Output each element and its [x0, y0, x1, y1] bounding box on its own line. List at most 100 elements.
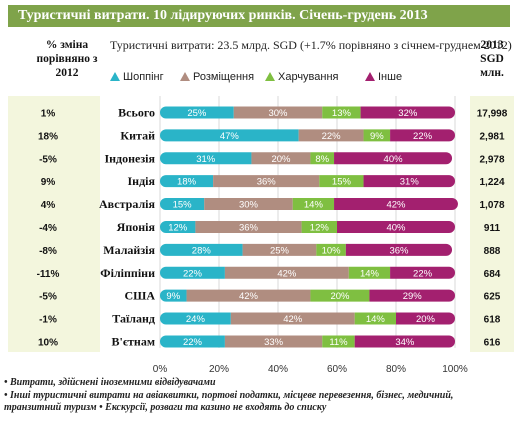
data-label: 31%: [400, 177, 420, 188]
footnote-1-text: Витрати, здійснені іноземними відвідувач…: [10, 377, 216, 388]
category-label: Таїланд: [112, 312, 155, 326]
pct-change-value: 18%: [38, 131, 58, 142]
bar-segment: [363, 175, 455, 188]
category-label: Китай: [120, 128, 155, 142]
bar-segment: [224, 335, 323, 348]
pct-change-value: 10%: [38, 337, 58, 348]
bar-segment: [345, 243, 453, 256]
pct-change-value: 4%: [41, 200, 56, 211]
data-label: 12%: [310, 222, 330, 233]
legend-label: Розміщення: [193, 71, 255, 83]
bar-segment: [186, 289, 311, 302]
bar-segment: [230, 312, 355, 325]
pct-change-value: -11%: [37, 269, 60, 280]
pct-change-value: 1%: [41, 108, 56, 119]
data-label: 11%: [329, 337, 348, 348]
spend-value: 1,224: [479, 177, 504, 188]
bar-segment: [251, 152, 311, 165]
bar-segment: [316, 243, 346, 256]
bar-segment: [213, 175, 320, 188]
bar-segment: [354, 335, 455, 348]
x-tick-label: 100%: [442, 364, 468, 375]
bar-segment: [322, 335, 355, 348]
bar-segment: [160, 266, 225, 279]
data-label: 36%: [389, 245, 409, 256]
data-label: 20%: [416, 314, 436, 325]
bar-segment: [319, 175, 364, 188]
data-label: 15%: [332, 177, 352, 188]
legend-item: Розміщення: [180, 71, 254, 83]
data-label: 14%: [360, 268, 380, 279]
legend-label: Шоппінг: [123, 71, 164, 83]
bar-segment: [160, 220, 196, 233]
data-label: 47%: [220, 131, 240, 142]
chart-title: Туристичні витрати. 10 лідируючих ринків…: [8, 5, 510, 27]
category-label: Японія: [117, 220, 156, 234]
data-label: 29%: [403, 291, 423, 302]
category-label: Індія: [128, 174, 156, 188]
footnote-1: • Витрати, здійснені іноземними відвідув…: [4, 377, 216, 388]
spend-value: 684: [484, 269, 501, 280]
x-tick-label: 20%: [209, 364, 229, 375]
bar-segment: [390, 266, 455, 279]
data-label: 40%: [386, 222, 406, 233]
data-label: 36%: [239, 222, 259, 233]
category-label: Всього: [118, 105, 155, 119]
spend-value: 911: [484, 223, 501, 234]
data-label: 42%: [283, 314, 303, 325]
legend-item: Харчування: [265, 71, 339, 83]
legend-swatch: [180, 72, 190, 81]
bar-segment: [204, 198, 293, 211]
bar-segment: [354, 312, 396, 325]
pct-change-value: -5%: [39, 292, 57, 303]
spend-panel: [470, 96, 514, 352]
pct-change-value: -4%: [39, 223, 57, 234]
bar-segment: [160, 129, 299, 142]
category-label: Малайзія: [103, 243, 155, 257]
x-tick-label: 0%: [153, 364, 168, 375]
footnote-2-text: Інші туристичні витрати на авіаквитки, п…: [4, 390, 454, 413]
bar-segment: [233, 106, 323, 119]
pct-change-value: 9%: [41, 177, 56, 188]
bar-segment: [322, 106, 361, 119]
bar-segment: [334, 152, 453, 165]
bar-segment: [160, 335, 225, 348]
bar-segment: [160, 198, 205, 211]
data-label: 10%: [322, 245, 342, 256]
pct-change-panel: [8, 96, 100, 352]
data-label: 25%: [187, 108, 207, 119]
data-label: 40%: [384, 154, 404, 165]
data-label: 18%: [177, 177, 197, 188]
data-label: 20%: [330, 291, 350, 302]
spend-value: 616: [484, 337, 501, 348]
data-label: 9%: [370, 131, 384, 142]
legend-label: Харчування: [278, 71, 339, 83]
data-label: 24%: [186, 314, 206, 325]
data-label: 20%: [271, 154, 291, 165]
legend-swatch: [365, 72, 375, 81]
spend-value: 618: [484, 315, 501, 326]
spend-value: 2,981: [479, 131, 504, 142]
category-label: Австралія: [99, 197, 156, 211]
data-label: 8%: [315, 154, 329, 165]
legend-swatch: [110, 72, 120, 81]
bar-segment: [390, 129, 455, 142]
bar-segment: [310, 289, 370, 302]
data-label: 36%: [257, 177, 277, 188]
pct-change-header: % зміна порівняно з 2012: [36, 39, 98, 79]
spend-value: 1,078: [479, 200, 504, 211]
x-tick-label: 40%: [268, 364, 288, 375]
bar-segment: [292, 198, 335, 211]
category-label: В'єтнам: [111, 334, 155, 348]
data-label: 33%: [264, 337, 284, 348]
pct-change-value: -8%: [39, 246, 57, 257]
bar-segment: [298, 129, 364, 142]
bar-segment: [334, 198, 458, 211]
data-label: 42%: [277, 268, 297, 279]
legend: Шоппінг Розміщення Харчування Інше: [110, 71, 470, 85]
data-label: 22%: [183, 337, 203, 348]
pct-change-value: -1%: [39, 315, 57, 326]
spend-header: 2013 SGD млн.: [480, 39, 504, 79]
x-tick-label: 80%: [386, 364, 406, 375]
